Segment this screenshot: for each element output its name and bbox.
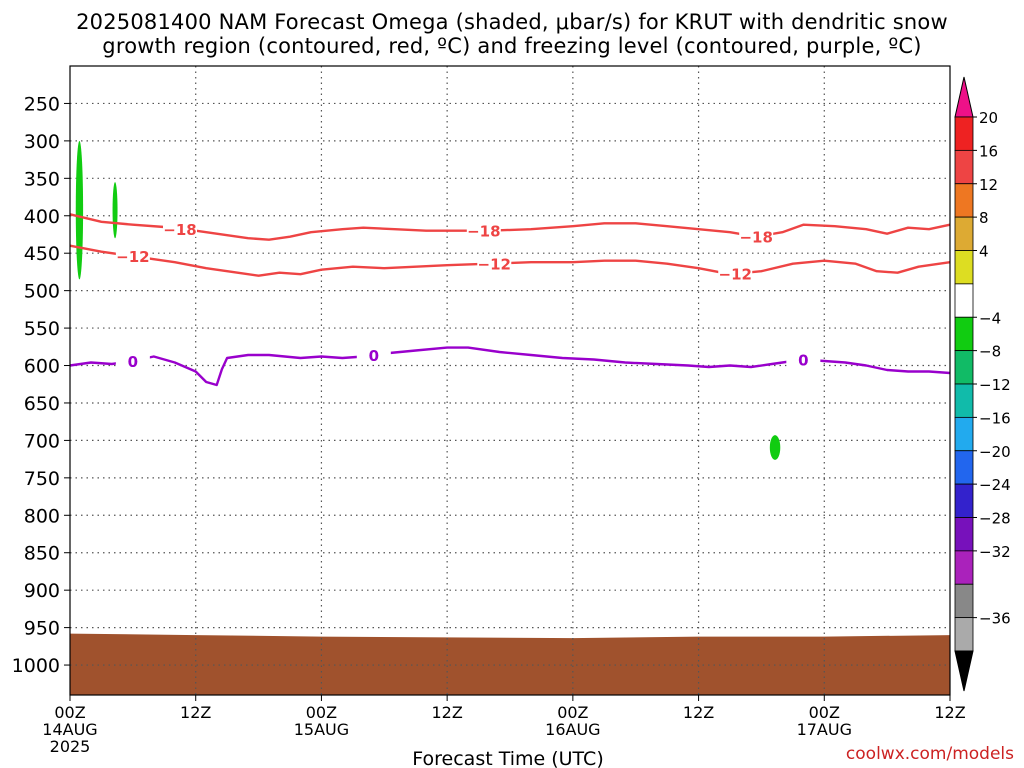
x-tick-date-label: 15AUG: [294, 720, 349, 739]
colorbar-label: 20: [979, 109, 998, 127]
y-tick-label: 850: [24, 543, 60, 565]
colorbar-label: −20: [979, 443, 1011, 461]
colorbar-bottom-arrow: [954, 650, 974, 692]
contour-label: 0: [798, 352, 808, 370]
contour-label: 0: [128, 353, 138, 371]
x-tick-label: 12Z: [180, 703, 211, 722]
contour-label: −18: [739, 229, 772, 247]
contour-label-bg: [718, 264, 753, 282]
y-tick-label: 900: [24, 580, 60, 602]
colorbar-label: −32: [979, 543, 1011, 561]
contour-label-bg: [466, 221, 501, 239]
chart-title-line-1: 2025081400 NAM Forecast Omega (shaded, μ…: [76, 10, 948, 34]
y-tick-label: 800: [24, 505, 60, 527]
colorbar-label: −4: [979, 309, 1001, 327]
colorbar-label: −12: [979, 376, 1011, 394]
x-tick-label: 00Z: [54, 703, 85, 722]
x-tick-date-label: 16AUG: [545, 720, 600, 739]
y-tick-label: 450: [24, 243, 60, 265]
contour-label: −12: [478, 255, 511, 273]
colorbar-swatch: [954, 216, 974, 251]
colorbar-swatch: [954, 483, 974, 518]
y-tick-label: 250: [24, 93, 60, 115]
omega-shaded-area: [769, 435, 781, 460]
credit-link[interactable]: coolwx.com/models: [845, 744, 1014, 764]
omega-shaded-area: [112, 182, 118, 239]
chart-title-line-2: growth region (contoured, red, ºC) and f…: [102, 34, 922, 58]
colorbar-label: −28: [979, 510, 1011, 528]
colorbar-swatch: [954, 517, 974, 552]
y-tick-label: 750: [24, 468, 60, 490]
plot-area: [70, 66, 950, 695]
contour-label: 0: [369, 347, 379, 365]
y-tick-label: 950: [24, 618, 60, 640]
colorbar-swatch: [954, 316, 974, 352]
y-tick-label: 1000: [12, 655, 60, 677]
x-tick-date-label: 14AUG: [42, 720, 97, 739]
colorbar-top-arrow: [954, 76, 974, 118]
colorbar-swatch: [954, 183, 974, 218]
colorbar-label: 4: [979, 243, 989, 261]
colorbar-swatch: [954, 250, 974, 285]
x-tick-label: 00Z: [306, 703, 337, 722]
colorbar-label: −36: [979, 610, 1011, 628]
x-tick-date-label: 17AUG: [797, 720, 852, 739]
omega-shaded-area: [75, 140, 84, 280]
x-tick-label: 12Z: [683, 703, 714, 722]
contour-label-bg: [115, 247, 150, 265]
y-tick-label: 700: [24, 430, 60, 452]
contour-label-bg: [786, 350, 821, 368]
colorbar-label: 16: [979, 142, 998, 160]
colorbar-swatch: [954, 350, 974, 385]
contour-label-bg: [477, 254, 512, 272]
contour-label: −12: [719, 266, 752, 284]
colorbar-swatch: [954, 416, 974, 452]
colorbar-swatch: [954, 450, 974, 485]
plot-border: [69, 65, 951, 696]
colorbar-label: 12: [979, 176, 998, 194]
y-tick-label: 550: [24, 318, 60, 340]
colorbar-label: 8: [979, 209, 989, 227]
colorbar-label: −8: [979, 343, 1001, 361]
colorbar-label: −16: [979, 409, 1011, 427]
x-tick-label: 00Z: [557, 703, 588, 722]
x-tick-year-label: 2025: [50, 737, 91, 756]
colorbar-swatch: [954, 149, 974, 185]
colorbar-swatch: [954, 383, 974, 418]
x-tick-label: 12Z: [934, 703, 965, 722]
colorbar-swatch: [954, 617, 974, 652]
terrain-fill: [70, 633, 950, 695]
y-tick-label: 350: [24, 168, 60, 190]
contour-line: [69, 213, 951, 241]
contour-label-bg: [115, 352, 150, 370]
colorbar-swatch: [954, 116, 974, 151]
x-axis-label: Forecast Time (UTC): [412, 748, 603, 768]
contour-label-bg: [739, 227, 774, 245]
y-tick-label: 600: [24, 356, 60, 378]
contour-label: −18: [467, 223, 500, 241]
y-tick-label: 400: [24, 206, 60, 228]
contour-label: −12: [116, 248, 149, 266]
colorbar-swatch: [954, 550, 974, 585]
contour-label-bg: [163, 219, 197, 237]
colorbar-label: −24: [979, 476, 1011, 494]
y-tick-label: 500: [24, 281, 60, 303]
colorbar-swatch: [954, 283, 974, 318]
x-tick-label: 00Z: [809, 703, 840, 722]
contour-label-bg: [356, 346, 391, 364]
colorbar-swatch: [954, 583, 974, 619]
x-tick-label: 12Z: [431, 703, 462, 722]
contour-label: −18: [163, 221, 196, 239]
y-tick-label: 650: [24, 393, 60, 415]
y-tick-label: 300: [24, 131, 60, 153]
